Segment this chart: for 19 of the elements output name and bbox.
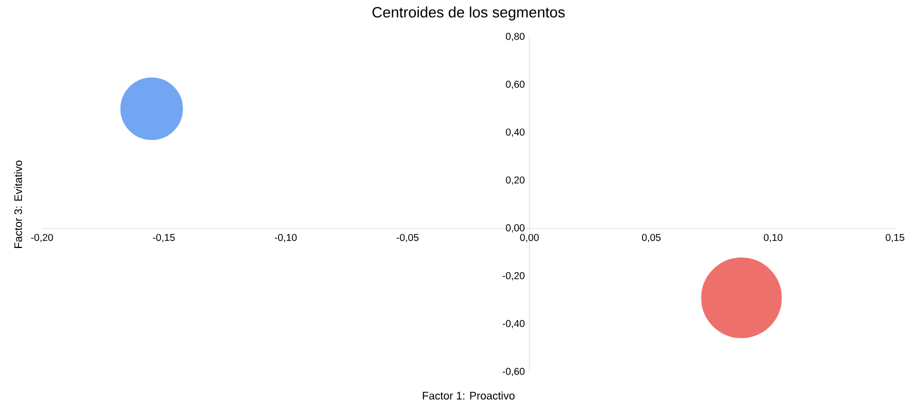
x-tick-label: -0,15 — [152, 234, 175, 242]
y-tick-label: 0,40 — [506, 128, 525, 137]
x-tick-label: 0,10 — [764, 234, 782, 242]
x-tick-label: 0,15 — [886, 234, 904, 242]
y-tick-label: 0,00 — [506, 224, 525, 233]
y-tick-label: 0,20 — [506, 176, 525, 185]
y-tick-label: -0,60 — [502, 368, 525, 376]
chart-title: Centroides de los segmentos — [372, 6, 565, 20]
y-tick-label: -0,20 — [502, 272, 525, 280]
x-tick-label: 0,00 — [520, 234, 539, 242]
x-tick-label: -0,20 — [31, 234, 53, 242]
y-axis-title: Factor 3: Evitativo — [14, 160, 22, 248]
x-tick-label: 0,05 — [642, 234, 661, 242]
y-tick-label: 0,80 — [506, 32, 525, 42]
x-tick-label: -0,05 — [396, 234, 419, 242]
y-tick-label: -0,40 — [502, 320, 525, 328]
y-tick-label: 0,60 — [506, 80, 525, 89]
x-axis-title: Factor 1: Proactivo — [422, 392, 515, 400]
x-tick-label: -0,10 — [274, 234, 297, 242]
